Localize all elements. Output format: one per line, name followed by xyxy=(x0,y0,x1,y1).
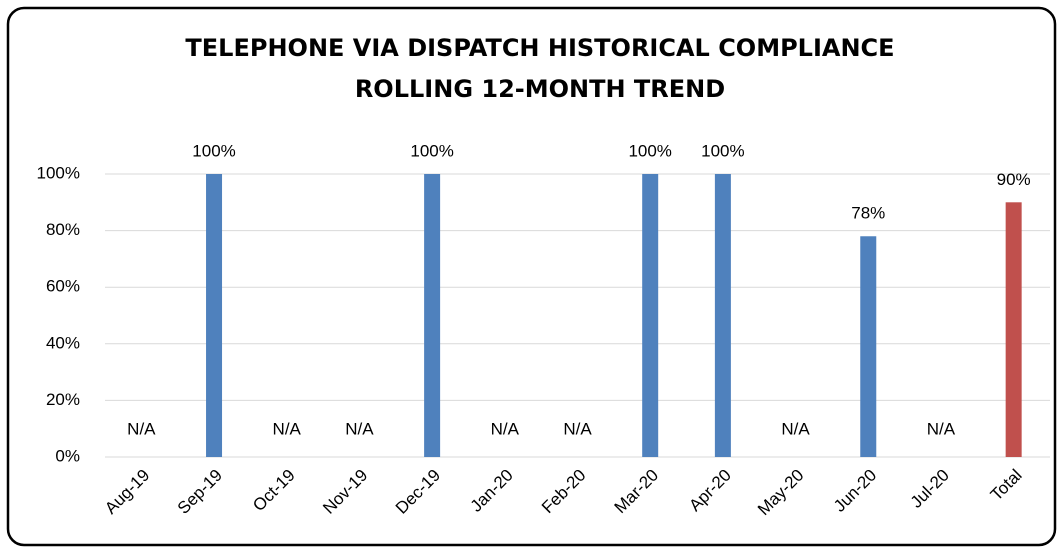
y-tick-label: 0% xyxy=(55,446,80,465)
data-label: 100% xyxy=(628,141,671,160)
data-label: N/A xyxy=(273,419,302,438)
bar xyxy=(860,236,877,457)
y-tick-label: 40% xyxy=(46,333,80,352)
bar xyxy=(642,174,659,457)
data-label: 100% xyxy=(410,141,453,160)
bar xyxy=(1005,202,1022,457)
bar xyxy=(424,174,441,457)
data-label: 100% xyxy=(701,141,744,160)
y-tick-label: 60% xyxy=(46,277,80,296)
data-label: N/A xyxy=(491,419,520,438)
data-label: 78% xyxy=(851,204,885,223)
data-label: N/A xyxy=(781,419,810,438)
data-label: 90% xyxy=(997,170,1031,189)
chart-subtitle: ROLLING 12-MONTH TREND xyxy=(355,75,725,103)
data-label: N/A xyxy=(563,419,592,438)
y-tick-label: 80% xyxy=(46,220,80,239)
bar xyxy=(714,174,731,457)
data-label: 100% xyxy=(192,141,235,160)
y-tick-label: 20% xyxy=(46,390,80,409)
chart-title: TELEPHONE VIA DISPATCH HISTORICAL COMPLI… xyxy=(185,34,894,62)
data-label: N/A xyxy=(927,419,956,438)
chart-border xyxy=(6,6,1057,547)
data-label: N/A xyxy=(127,419,156,438)
data-label: N/A xyxy=(345,419,374,438)
bar xyxy=(206,174,223,457)
y-tick-label: 100% xyxy=(37,163,80,182)
